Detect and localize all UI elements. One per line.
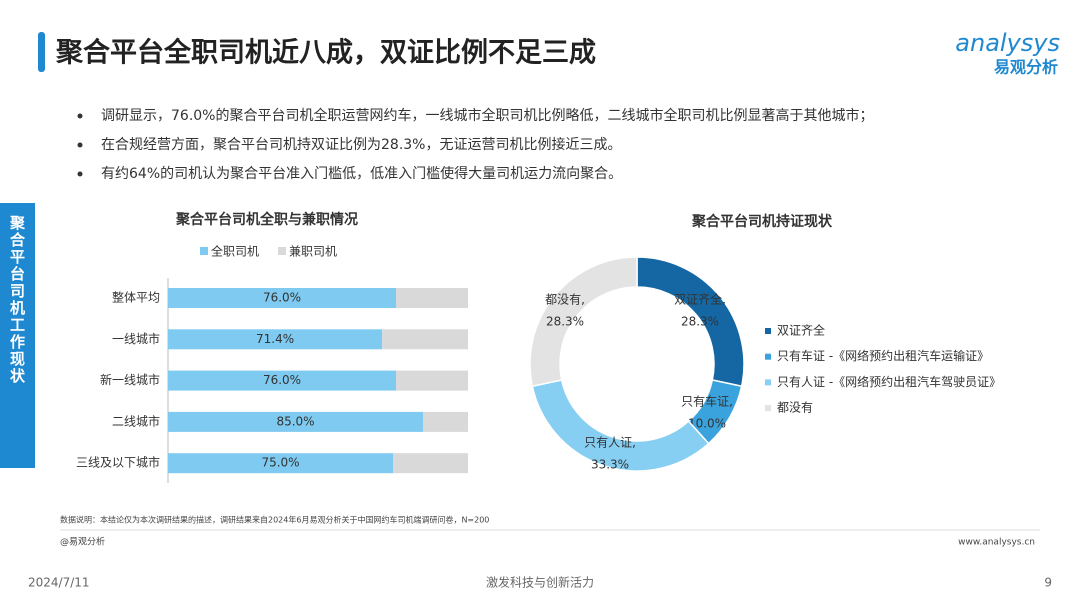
legend-label: 兼职司机 <box>289 245 337 259</box>
slice-label: 都没有, <box>545 292 585 307</box>
bar-segment <box>396 370 468 391</box>
bar-segment <box>168 288 396 308</box>
donut-slice <box>529 256 638 388</box>
value-label: 76.0% <box>263 291 301 305</box>
bar-segment <box>382 329 468 350</box>
slice-value: 28.3% <box>681 315 719 329</box>
bar-segment <box>396 288 468 308</box>
bullet-dot <box>77 142 83 148</box>
slice-value: 33.3% <box>591 458 629 472</box>
slide-title: 聚合平台全职司机近八成，双证比例不足三成 <box>55 37 596 69</box>
slice-label: 只有人证, <box>584 436 636 450</box>
value-label: 76.0% <box>263 373 301 387</box>
slice-label: 双证齐全, <box>674 292 726 307</box>
legend-label: 都没有 <box>777 400 813 415</box>
value-label: 85.0% <box>276 414 314 428</box>
bar-segment <box>168 329 383 350</box>
chart-title: 聚合平台司机全职与兼职情况 <box>175 211 358 228</box>
y-tick-label: 整体平均 <box>112 290 160 305</box>
legend-label: 只有人证 -《网络预约出租汽车驾驶员证》 <box>777 374 1001 389</box>
chart-title: 聚合平台司机持证现状 <box>691 213 833 230</box>
y-tick-label: 三线及以下城市 <box>76 455 160 470</box>
legend-swatch <box>765 353 771 360</box>
bullet-dot <box>77 171 83 177</box>
side-tab <box>0 203 35 468</box>
legend-swatch <box>765 328 771 334</box>
y-tick-label: 新一线城市 <box>100 372 160 387</box>
side-tab-text: 聚合平台司机工作现状 <box>8 215 26 385</box>
y-tick-label: 二线城市 <box>112 413 160 428</box>
bullet-text: 有约64%的司机认为聚合平台准入门槛低，低准入门槛使得大量司机运力流向聚合。 <box>101 165 622 182</box>
bar-segment <box>393 453 468 474</box>
note: 数据说明：本结论仅为本次调研结果的描述，调研结果来自2024年6月易观分析关于中… <box>60 515 489 525</box>
legend-swatch <box>278 247 286 255</box>
legend-swatch <box>765 379 771 386</box>
slice-value: 10.0% <box>688 417 726 431</box>
legend-label: 双证齐全 <box>777 323 825 338</box>
legend-label: 只有车证 -《网络预约出租汽车运输证》 <box>777 348 989 363</box>
legend-swatch <box>200 247 208 255</box>
bar-segment <box>423 411 468 432</box>
value-label: 71.4% <box>256 332 294 346</box>
bullet-dot <box>77 113 83 119</box>
y-tick-label: 一线城市 <box>112 331 160 346</box>
bullet-text: 在合规经营方面，聚合平台司机持双证比例为28.3%，无证运营司机比例接近三成。 <box>101 136 621 153</box>
slice-value: 28.3% <box>546 315 584 329</box>
source: @易观分析 <box>60 536 105 548</box>
slice-label: 只有车证, <box>681 394 733 409</box>
legend-swatch <box>765 405 771 412</box>
bar-segment <box>168 370 396 391</box>
title-accent <box>38 32 45 72</box>
page-number: 9 <box>1044 576 1052 590</box>
logo-en: analysys <box>955 29 1060 57</box>
slogan: 激发科技与创新活力 <box>486 575 594 590</box>
bullet-text: 调研显示，76.0%的聚合平台司机全职运营网约车，一线城市全职司机比例略低，二线… <box>101 107 873 124</box>
value-label: 75.0% <box>261 456 299 470</box>
logo-cn: 易观分析 <box>994 58 1058 77</box>
bar-segment <box>168 453 393 474</box>
website: www.analysys.cn <box>958 538 1035 548</box>
date: 2024/7/11 <box>28 576 90 590</box>
legend-label: 全职司机 <box>211 244 259 259</box>
bar-segment <box>168 411 423 432</box>
